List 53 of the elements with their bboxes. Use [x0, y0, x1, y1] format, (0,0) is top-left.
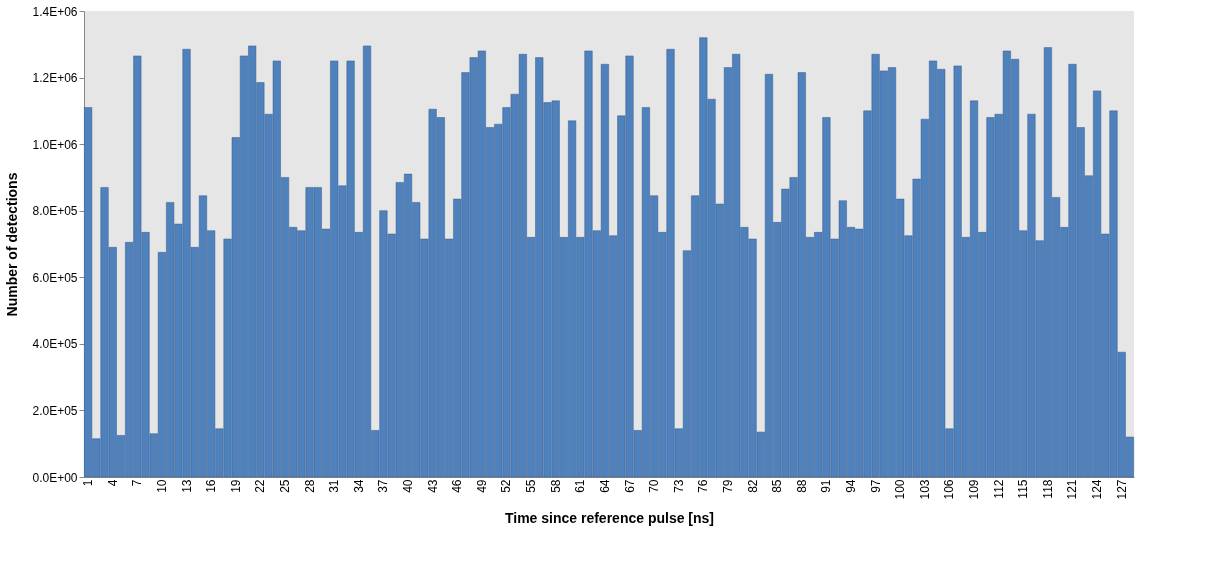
x-tick-label: 121 [1065, 479, 1080, 500]
x-tick-label: 82 [745, 479, 760, 493]
y-tick-label: 2.0E+05 [32, 403, 78, 418]
x-tick-label: 127 [1114, 479, 1129, 500]
x-tick-label: 124 [1090, 479, 1105, 500]
x-tick-label: 52 [499, 479, 514, 493]
x-tick-label: 118 [1040, 479, 1055, 499]
y-axis-title: Number of detections [4, 172, 21, 317]
x-tick-label: 40 [401, 479, 416, 493]
x-tick-label: 115 [1016, 479, 1031, 499]
y-tick-label: 1.4E+06 [32, 4, 78, 19]
x-tick-label: 43 [425, 479, 440, 493]
x-tick-label: 70 [647, 479, 662, 493]
x-tick-label: 31 [327, 479, 342, 493]
y-tick-label: 8.0E+05 [32, 204, 78, 219]
x-tick-label: 1 [81, 479, 96, 487]
x-tick-label: 28 [302, 479, 317, 493]
x-tick-label: 13 [179, 479, 194, 493]
x-tick-label: 10 [154, 479, 169, 493]
y-tick-label: 1.2E+06 [32, 71, 78, 86]
x-axis-title: Time since reference pulse [ns] [504, 509, 715, 526]
y-tick-label: 4.0E+05 [32, 337, 78, 352]
x-tick-label: 64 [597, 479, 612, 493]
x-tick-label: 94 [843, 479, 858, 493]
x-tick-label: 46 [450, 479, 465, 493]
x-tick-label: 25 [277, 479, 292, 493]
x-tick-label: 106 [942, 479, 957, 500]
x-tick-label: 91 [819, 479, 834, 493]
x-tick-label: 58 [548, 479, 563, 493]
x-tick-label: 79 [720, 479, 735, 493]
x-tick-label: 19 [228, 479, 243, 493]
x-tick-label: 55 [524, 479, 539, 493]
x-tick-label: 73 [671, 479, 686, 493]
x-tick-label: 37 [376, 479, 391, 493]
x-tick-label: 109 [967, 479, 982, 500]
x-tick-label: 88 [794, 479, 809, 493]
x-tick-label: 85 [770, 479, 785, 493]
x-tick-label: 49 [474, 479, 489, 493]
x-tick-label: 34 [351, 479, 366, 493]
x-tick-label: 16 [204, 479, 219, 493]
x-tick-label: 112 [991, 479, 1006, 499]
x-tick-label: 100 [893, 479, 908, 500]
x-tick-label: 7 [130, 479, 145, 487]
x-tick-label: 4 [105, 479, 120, 487]
y-tick-label: 6.0E+05 [32, 270, 78, 285]
x-tick-label: 103 [917, 479, 932, 500]
x-tick-label: 22 [253, 479, 268, 493]
x-tick-label: 67 [622, 479, 637, 493]
x-tick-label: 76 [696, 479, 711, 493]
x-tick-label: 61 [573, 479, 588, 493]
y-tick-label: 1.0E+06 [32, 137, 78, 152]
x-tick-label: 97 [868, 479, 883, 493]
y-tick-label: 0.0E+00 [32, 470, 78, 485]
